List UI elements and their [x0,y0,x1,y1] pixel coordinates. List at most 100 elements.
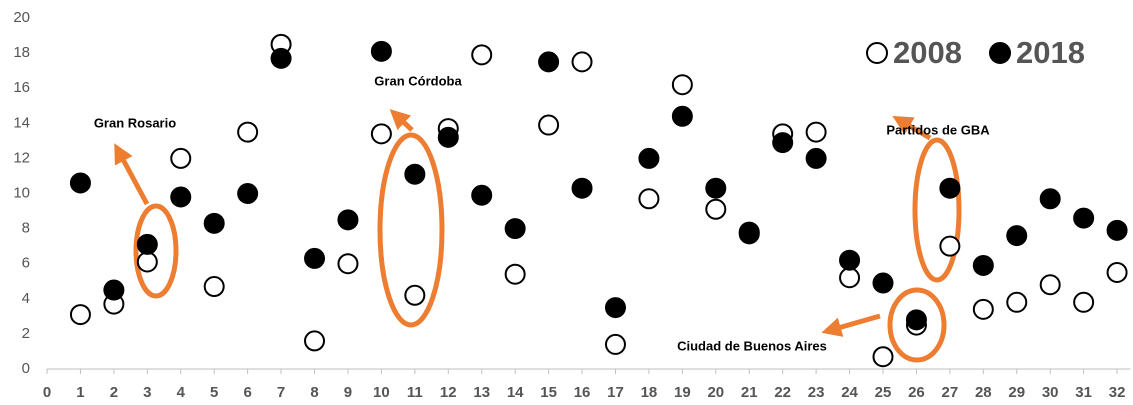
x-tick-label: 4 [177,384,186,401]
series-0 [69,33,1128,368]
point [604,297,626,319]
x-tick-label: 10 [373,384,390,401]
x-tick-label: 15 [540,384,557,401]
legend-marker [866,42,888,64]
x-tick-label: 7 [277,384,285,401]
x-tick-label: 3 [143,384,151,401]
x-tick-label: 26 [908,384,925,401]
point [237,121,259,143]
x-tick-label: 8 [310,384,318,401]
y-tick-label: 8 [22,220,30,237]
point [972,254,994,276]
arrow [821,313,881,337]
point [504,218,526,240]
x-tick-label: 14 [507,384,524,401]
point [504,263,526,285]
point [1039,188,1061,210]
y-tick-label: 18 [13,44,30,61]
arrow [892,115,932,141]
x-tick-label: 21 [741,384,758,401]
point [805,147,827,169]
x-tick-label: 18 [641,384,658,401]
point [705,177,727,199]
x-tick-label: 28 [975,384,992,401]
highlight-ellipse [912,137,962,283]
legend-box [860,30,1110,76]
point [304,247,326,269]
point [705,198,727,220]
x-tick-label: 2 [110,384,118,401]
point [872,272,894,294]
point [1006,291,1028,313]
y-tick-label: 14 [13,114,30,131]
x-tick-label: 32 [1109,384,1126,401]
highlight-shapes [133,132,962,363]
point [1073,291,1095,313]
point [337,253,359,275]
point [69,304,91,326]
point [571,51,593,73]
point [471,44,493,66]
x-tick-label: 27 [942,384,959,401]
point [772,132,794,154]
point [538,51,560,73]
y-tick-label: 2 [22,325,30,342]
y-tick-label: 0 [22,360,30,377]
point [1039,274,1061,296]
y-tick-label: 4 [22,290,30,307]
point [939,177,961,199]
point [136,251,158,273]
point [972,298,994,320]
point [69,172,91,194]
x-tick-label: 17 [607,384,624,401]
point [671,74,693,96]
x-tick-label: 19 [674,384,691,401]
point [304,330,326,352]
arrows [114,109,932,337]
x-tick-label: 22 [774,384,791,401]
x-tick-label: 12 [440,384,457,401]
point [604,333,626,355]
highlight-ellipse [377,132,445,328]
x-tick-label: 23 [808,384,825,401]
y-tick-label: 12 [13,149,30,166]
point [638,147,660,169]
point [136,233,158,255]
annotation: Partidos de GBA [886,122,990,137]
point [370,40,392,62]
highlight-ellipse [133,203,179,299]
point [839,249,861,271]
point [1006,225,1028,247]
y-tick-label: 10 [13,184,30,201]
arrow [114,143,150,206]
x-tick-label: 20 [707,384,724,401]
point [337,209,359,231]
point [270,47,292,69]
point [939,235,961,257]
x-tick-label: 11 [407,384,423,401]
x-tick-label: 5 [210,384,218,401]
x-tick-label: 24 [841,384,858,401]
legend-marker [989,42,1011,64]
y-tick-label: 16 [13,79,30,96]
x-tick-label: 9 [344,384,352,401]
legend-label: 2008 [893,35,962,70]
highlight-ellipse [887,287,947,363]
x-tick-label: 25 [875,384,892,401]
point [1106,219,1128,241]
point [905,309,927,331]
y-tick-label: 6 [22,255,30,272]
arrow [389,109,414,132]
point [1073,207,1095,229]
point [538,114,560,136]
x-tick-label: 30 [1042,384,1059,401]
point [170,186,192,208]
point [671,105,693,127]
point [404,284,426,306]
point [203,212,225,234]
point [638,188,660,210]
y-tick-label: 20 [13,9,30,26]
legend-label: 2018 [1016,35,1085,70]
point [370,123,392,145]
